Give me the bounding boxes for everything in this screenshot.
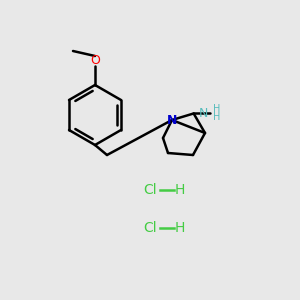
- Text: N: N: [167, 113, 177, 127]
- Text: H: H: [175, 221, 185, 235]
- Text: Cl: Cl: [143, 183, 157, 197]
- Text: H: H: [175, 183, 185, 197]
- Text: N: N: [199, 107, 208, 120]
- Text: Cl: Cl: [143, 221, 157, 235]
- Text: H: H: [213, 112, 220, 122]
- Text: O: O: [90, 55, 100, 68]
- Text: H: H: [213, 104, 220, 115]
